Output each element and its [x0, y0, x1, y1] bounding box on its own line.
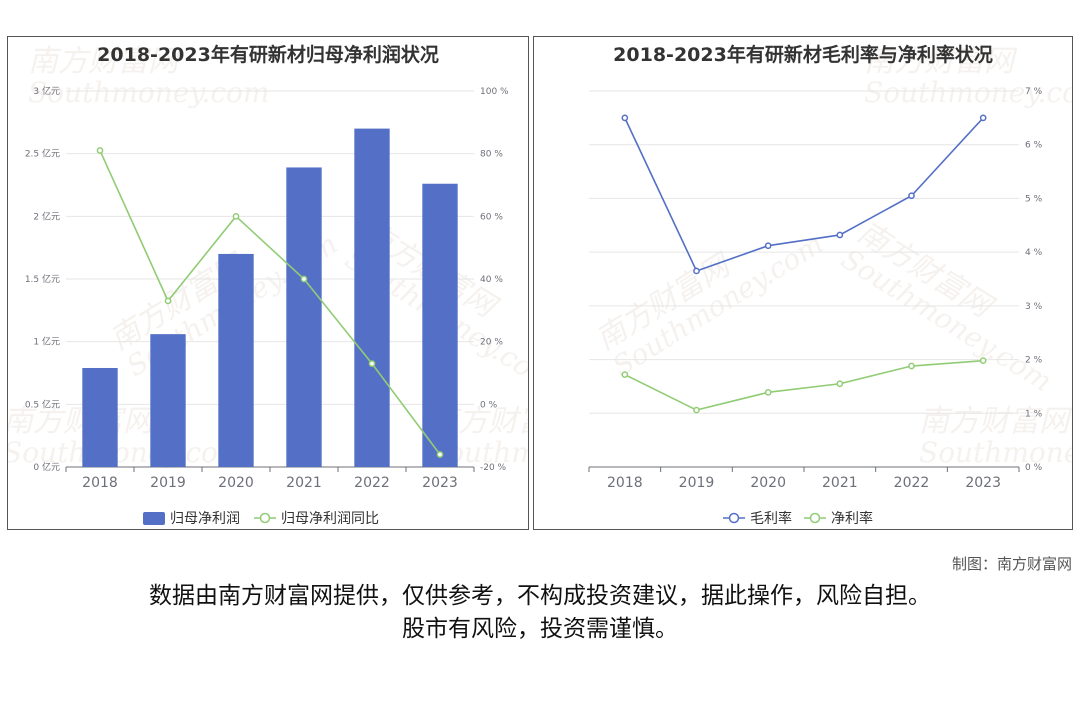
x-tick-label: 2018	[607, 475, 643, 491]
legend-marker	[728, 512, 740, 524]
legend-label: 毛利率	[750, 510, 792, 527]
y-tick-label-right: 4 %	[1025, 248, 1043, 258]
data-point-2018	[96, 147, 104, 154]
y-tick-label: 2.5 亿元	[25, 148, 60, 160]
data-point-2019	[693, 267, 700, 275]
x-tick-label: 2020	[218, 475, 254, 491]
bar-2020	[218, 253, 254, 467]
y-tick-label-right: 80 %	[480, 150, 503, 160]
bar-2023	[422, 183, 458, 467]
bar-2022	[354, 128, 390, 467]
y-tick-label-right: 7 %	[1025, 87, 1043, 97]
disclaimer-line-2: 股市有风险，投资需谨慎。	[402, 616, 678, 642]
legend-marker	[259, 512, 271, 524]
margin-chart: 0 % 1 % 2 % 3 % 4 % 5 % 6 % 7 % 2018 2019 2020 2021…	[588, 87, 1043, 527]
data-point-2018	[621, 114, 629, 122]
data-point-2021	[300, 275, 308, 283]
data-point-2020	[764, 242, 772, 250]
legend-swatch	[143, 512, 165, 525]
data-point-2023	[979, 357, 987, 364]
chart-credit: 制图：南方财富网	[951, 555, 1072, 573]
y-tick-label: 1 亿元	[33, 336, 60, 348]
data-point-2021	[836, 380, 844, 388]
x-tick-label: 2022	[894, 475, 930, 491]
x-tick-label: 2020	[750, 475, 786, 491]
disclaimer: 数据由南方财富网提供，仅供参考，不构成投资建议，据此操作，风险自担。 股市有风险…	[0, 580, 1080, 646]
series-line-归母净利润同比	[99, 150, 441, 455]
data-point-2019	[693, 406, 700, 414]
bar-2018	[82, 367, 118, 467]
y-tick-label: 1.5 亿元	[25, 273, 60, 285]
y-tick-label-right: 100 %	[480, 87, 509, 97]
legend-marker	[809, 512, 821, 524]
y-tick-label-right: 6 %	[1025, 141, 1043, 151]
y-tick-label-right: 60 %	[480, 212, 503, 222]
x-tick-label: 2019	[679, 475, 715, 491]
data-point-2023	[979, 114, 987, 122]
y-tick-label-right: 0 %	[1025, 463, 1043, 473]
y-tick-label-right: 1 %	[1025, 409, 1043, 419]
y-tick-label: 3 亿元	[33, 85, 60, 97]
x-tick-label: 2021	[822, 475, 858, 491]
bar-2019	[150, 334, 186, 467]
y-tick-label-right: 2 %	[1025, 356, 1043, 366]
y-tick-label-right: 5 %	[1025, 194, 1043, 204]
series-line-毛利率	[624, 117, 984, 272]
net-profit-chart: 0 亿元 -20 % 0.5 亿元 0 % 1 亿元 20 % 1.5 亿元 40 % 2 亿元…	[25, 85, 509, 527]
y-tick-label: 0.5 亿元	[25, 398, 60, 410]
data-point-2022	[368, 360, 376, 367]
y-tick-label: 0 亿元	[33, 461, 60, 473]
x-tick-label: 2023	[965, 475, 1001, 491]
x-tick-label: 2023	[422, 475, 458, 491]
y-tick-label: 2 亿元	[33, 210, 60, 222]
data-point-2018	[621, 371, 629, 378]
x-tick-label: 2019	[150, 475, 186, 491]
legend-label: 归母净利润同比	[281, 510, 379, 527]
y-tick-label-right: -20 %	[480, 463, 507, 473]
data-point-2022	[908, 192, 915, 200]
x-tick-label: 2022	[354, 475, 390, 491]
y-tick-label-right: 3 %	[1025, 302, 1043, 312]
chart-title: 2018-2023年有研新材归母净利润状况	[97, 44, 439, 66]
y-tick-label-right: 20 %	[480, 338, 503, 348]
disclaimer-line-1: 数据由南方财富网提供，仅供参考，不构成投资建议，据此操作，风险自担。	[149, 583, 931, 609]
chart-title: 2018-2023年有研新材毛利率与净利率状况	[613, 44, 993, 66]
y-tick-label-right: 0 %	[480, 400, 498, 410]
y-tick-label-right: 40 %	[480, 275, 503, 285]
data-point-2022	[908, 362, 915, 370]
series-line-净利率	[624, 359, 984, 411]
legend-label: 净利率	[831, 510, 873, 527]
legend-label: 归母净利润	[170, 510, 240, 527]
x-tick-label: 2021	[286, 475, 322, 491]
data-point-2019	[164, 297, 172, 305]
data-point-2020	[232, 212, 240, 220]
data-point-2023	[436, 451, 444, 458]
bar-2021	[286, 167, 322, 467]
data-point-2021	[836, 231, 844, 239]
data-point-2020	[764, 388, 772, 396]
x-tick-label: 2018	[82, 475, 118, 491]
